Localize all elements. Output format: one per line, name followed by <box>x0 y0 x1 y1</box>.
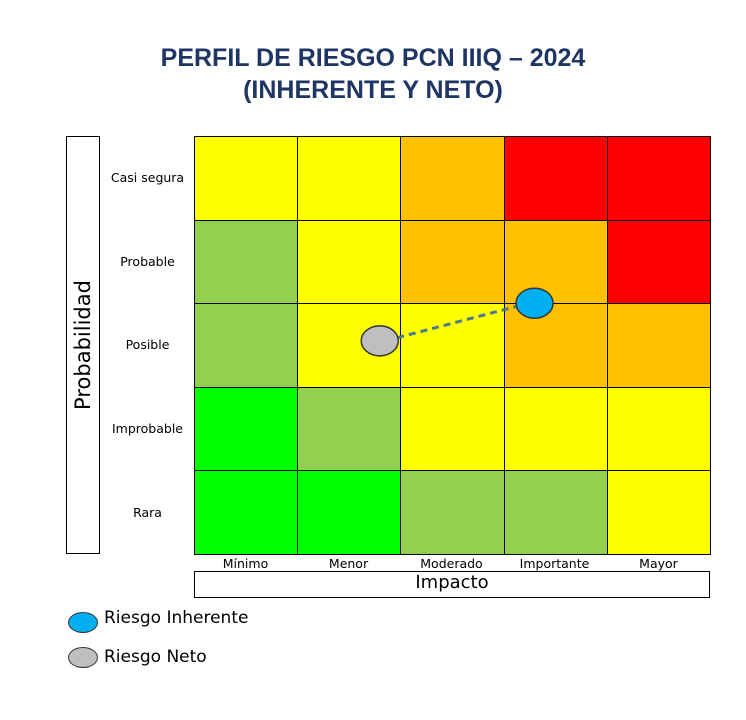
chart-title-line-1: PERFIL DE RIESGO PCN IIIQ – 2024 <box>160 44 586 72</box>
x-axis-label: Impacto <box>415 572 489 593</box>
marker-riesgo-inherente <box>515 287 554 319</box>
risk-cell-r3-c4 <box>503 303 608 388</box>
risk-matrix-grid <box>194 136 711 555</box>
risk-cell-r3-c3 <box>400 303 505 388</box>
risk-cell-r1-c1 <box>194 136 299 221</box>
risk-cell-r1-c5 <box>606 136 711 221</box>
risk-cell-r2-c4 <box>503 219 608 305</box>
risk-cell-r5-c5 <box>606 470 711 555</box>
legend-marker-riesgo-inherente <box>68 612 98 633</box>
risk-cell-r2-c2 <box>297 219 402 305</box>
risk-cell-r4-c4 <box>503 386 608 472</box>
row-label-rara: Rara <box>133 505 162 520</box>
risk-cell-r5-c4 <box>503 470 608 555</box>
legend-label-riesgo-neto: Riesgo Neto <box>104 647 207 667</box>
risk-cell-r1-c2 <box>297 136 402 221</box>
risk-cell-r1-c3 <box>400 136 505 221</box>
column-label-importante: Importante <box>519 556 590 571</box>
risk-cell-r3-c1 <box>194 303 299 388</box>
risk-cell-r1-c4 <box>503 136 608 221</box>
row-label-casi-segura: Casi segura <box>110 170 185 185</box>
risk-cell-r5-c2 <box>297 470 402 555</box>
x-axis-label-box <box>194 571 710 598</box>
risk-cell-r2-c5 <box>606 219 711 305</box>
row-label-improbable: Improbable <box>111 421 183 436</box>
legend-marker-riesgo-neto <box>68 647 98 668</box>
legend-label-riesgo-inherente: Riesgo Inherente <box>104 608 249 628</box>
column-label-moderado: Moderado <box>420 556 483 571</box>
row-label-posible: Posible <box>125 337 170 352</box>
column-label-mayor: Mayor <box>639 556 678 571</box>
row-label-probable: Probable <box>120 254 175 269</box>
column-label-menor: Menor <box>328 556 369 571</box>
marker-riesgo-neto <box>360 325 400 357</box>
risk-cell-r5-c1 <box>194 470 299 555</box>
chart-title-line-2: (INHERENTE Y NETO) <box>243 76 503 104</box>
y-axis-label-box <box>66 136 100 554</box>
risk-connector-line <box>396 304 518 340</box>
column-label-minimo: Mínimo <box>222 556 269 571</box>
risk-cell-r5-c3 <box>400 470 505 555</box>
risk-cell-r3-c5 <box>606 303 711 388</box>
risk-cell-r4-c3 <box>400 386 505 472</box>
risk-cell-r4-c5 <box>606 386 711 472</box>
